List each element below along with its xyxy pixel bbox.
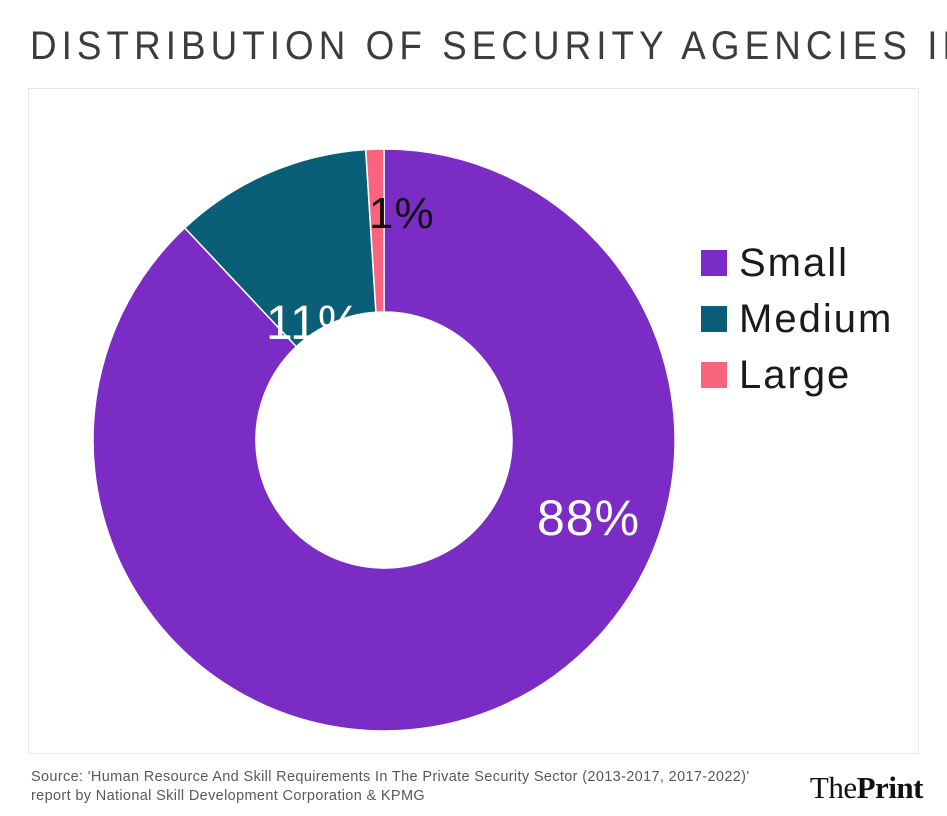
legend-label-small: Small	[739, 241, 850, 285]
theprint-logo: ThePrint	[809, 770, 924, 806]
donut-slices	[92, 148, 676, 732]
legend-item-medium[interactable]: Medium	[701, 291, 947, 347]
donut-chart: 88% 11% 1%	[29, 89, 920, 755]
source-note-line1: Source: 'Human Resource And Skill Requir…	[31, 769, 750, 785]
slice-label-medium: 11%	[266, 297, 362, 350]
legend-item-large[interactable]: Large	[701, 347, 947, 403]
donut-svg	[92, 148, 676, 732]
legend-label-large: Large	[739, 353, 852, 397]
legend-swatch-large-icon	[701, 362, 727, 388]
legend-swatch-small-icon	[701, 250, 727, 276]
pie-slice-large[interactable]	[364, 148, 385, 314]
source-note-line2: report by National Skill Development Cor…	[31, 788, 425, 804]
slice-label-small: 88%	[537, 490, 641, 546]
legend-label-medium: Medium	[739, 297, 894, 341]
legend-item-small[interactable]: Small	[701, 235, 947, 291]
pie-slice-medium[interactable]	[183, 148, 377, 348]
page-title: DISTRIBUTION OF SECURITY AGENCIES IN IND…	[30, 24, 947, 68]
pie-slice-small[interactable]	[92, 148, 676, 732]
chart-panel: 88% 11% 1% Small Medium Large	[28, 88, 919, 754]
logo-word-the: The	[809, 770, 857, 805]
logo-word-print: Print	[856, 770, 924, 805]
legend-swatch-medium-icon	[701, 306, 727, 332]
slice-label-large: 1%	[369, 189, 435, 238]
chart-legend: Small Medium Large	[701, 235, 947, 403]
chart-footer: Source: 'Human Resource And Skill Requir…	[0, 762, 947, 816]
source-note: Source: 'Human Resource And Skill Requir…	[31, 768, 791, 806]
